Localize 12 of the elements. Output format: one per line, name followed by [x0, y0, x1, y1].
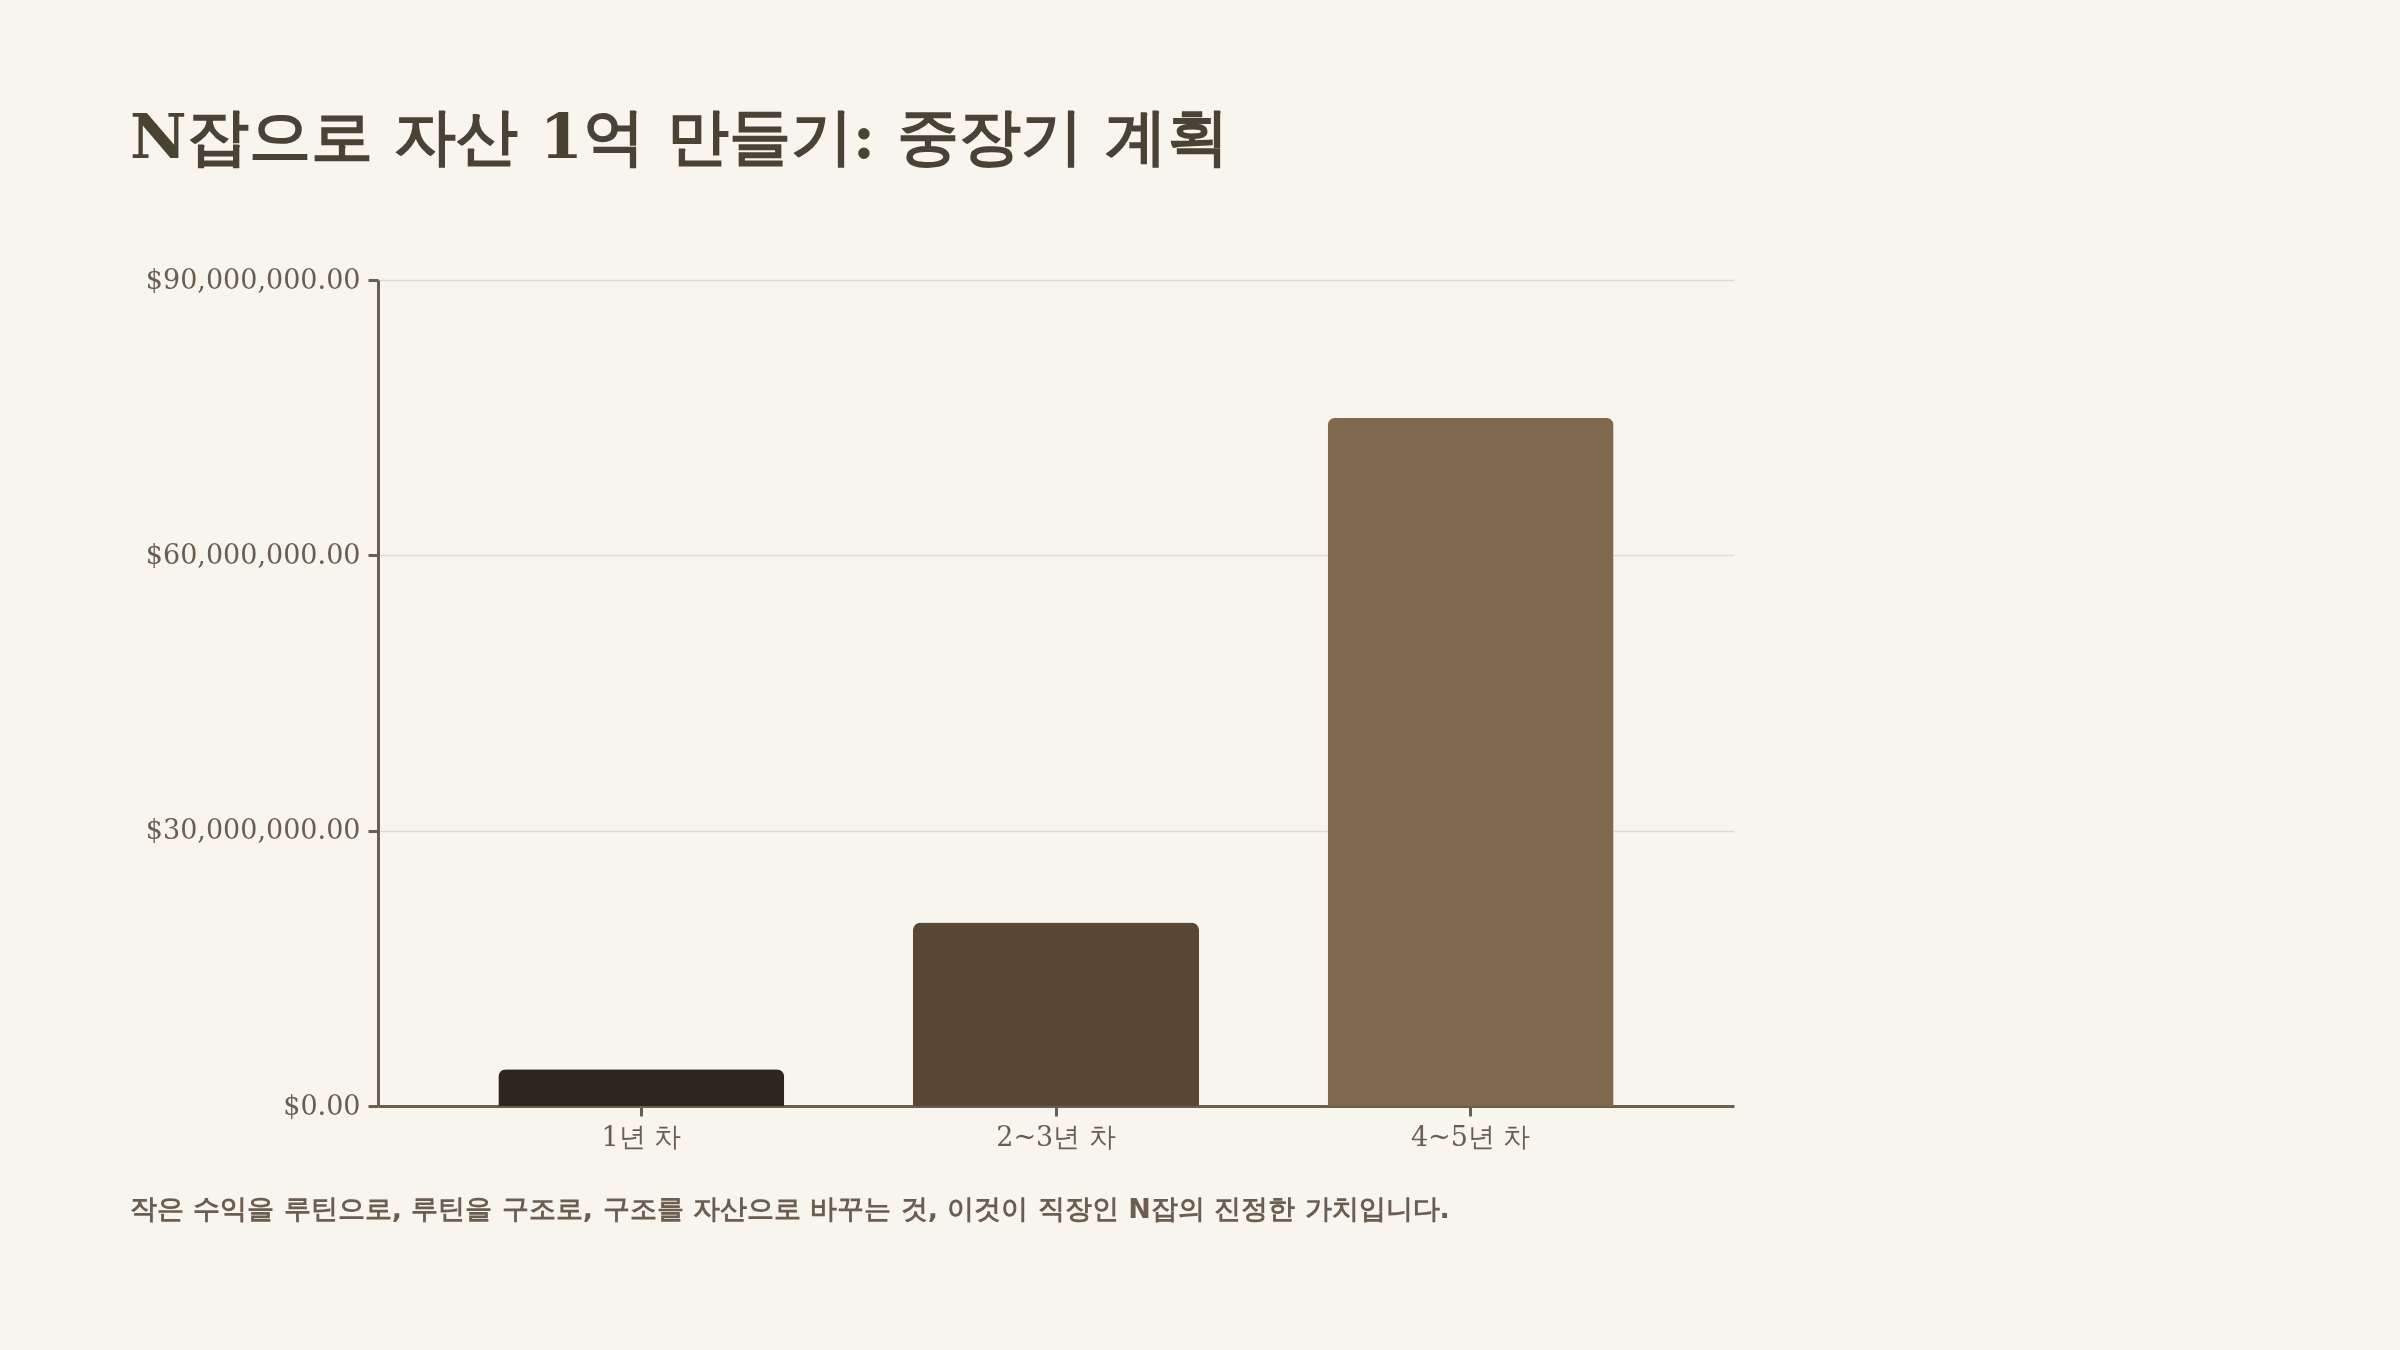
bar	[1327, 417, 1614, 1106]
text: 작은 수익을 루틴으로, 루틴을 구조로, 구조를 자산으로 바꾸는 것, 이것이 직장인 N잡의 진정한 가치입니다.	[130, 1193, 1450, 1224]
y-tick-label: $90,000,000.00	[145, 263, 361, 295]
x-tick-label: 1년 차	[601, 1120, 682, 1152]
x-tick-label: 4~5년 차	[1410, 1120, 1531, 1152]
x-tick-label: 2~3년 차	[996, 1120, 1116, 1152]
chart-title: N잡으로 자산 1억 만들기: 중장기 계획	[130, 100, 1229, 173]
y-tick-label: $60,000,000.00	[145, 538, 361, 570]
bar	[913, 922, 1199, 1106]
y-tick-label: $30,000,000.00	[145, 814, 361, 846]
bar	[498, 1069, 785, 1106]
y-tick-label: $0.00	[283, 1089, 361, 1121]
